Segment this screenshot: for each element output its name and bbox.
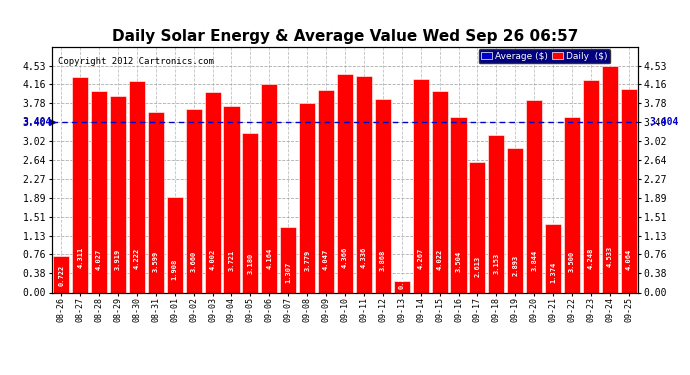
Bar (489, 135, 504, 292)
Text: 3.844: 3.844 (531, 249, 538, 271)
Bar (545, 224, 561, 292)
Bar (53, 256, 69, 292)
Text: 1.307: 1.307 (285, 262, 291, 284)
Text: 4.164: 4.164 (266, 248, 273, 269)
Text: Copyright 2012 Cartronics.com: Copyright 2012 Cartronics.com (58, 57, 213, 66)
Text: 3.504: 3.504 (455, 251, 462, 273)
Bar (356, 76, 372, 292)
Bar (621, 89, 637, 292)
Bar (337, 74, 353, 292)
Text: 3.500: 3.500 (569, 251, 575, 273)
Text: 3.404: 3.404 (22, 117, 52, 127)
Bar (526, 100, 542, 292)
Bar (91, 91, 107, 292)
Text: 4.311: 4.311 (77, 247, 83, 268)
Bar (318, 90, 334, 292)
Text: 3.721: 3.721 (228, 250, 235, 272)
Bar (469, 162, 486, 292)
Text: 4.047: 4.047 (323, 249, 329, 270)
Text: 4.248: 4.248 (588, 248, 594, 269)
Text: 1.374: 1.374 (550, 262, 556, 283)
Bar (451, 117, 466, 292)
Text: 3.153: 3.153 (493, 253, 500, 274)
Bar (186, 110, 201, 292)
Bar (242, 134, 259, 292)
Text: 4.027: 4.027 (96, 249, 102, 270)
Bar (110, 96, 126, 292)
Bar (583, 80, 599, 292)
Title: Daily Solar Energy & Average Value Wed Sep 26 06:57: Daily Solar Energy & Average Value Wed S… (112, 29, 578, 44)
Bar (204, 92, 221, 292)
Text: 3.180: 3.180 (248, 253, 253, 274)
Text: 1.908: 1.908 (172, 259, 178, 280)
Bar (72, 77, 88, 292)
Bar (280, 227, 296, 292)
Bar (224, 106, 239, 292)
Text: 3.660: 3.660 (190, 251, 197, 272)
Text: 4.222: 4.222 (134, 248, 140, 269)
Bar (167, 197, 183, 292)
Bar (129, 81, 145, 292)
Legend: Average ($), Daily  ($): Average ($), Daily ($) (479, 49, 610, 63)
Bar (507, 148, 523, 292)
Text: 3.779: 3.779 (304, 250, 310, 271)
Text: 0.722: 0.722 (58, 265, 64, 286)
Bar (564, 117, 580, 292)
Bar (602, 66, 618, 292)
Text: 2.613: 2.613 (475, 256, 480, 277)
Bar (148, 112, 164, 292)
Text: 2.893: 2.893 (512, 254, 518, 276)
Text: 4.336: 4.336 (361, 247, 367, 268)
Text: 3.868: 3.868 (380, 249, 386, 271)
Bar (431, 91, 448, 292)
Text: 3.919: 3.919 (115, 249, 121, 270)
Text: 4.022: 4.022 (437, 249, 442, 270)
Text: 3.404: 3.404 (649, 117, 679, 127)
Text: 4.267: 4.267 (417, 248, 424, 268)
Text: 3.599: 3.599 (152, 251, 159, 272)
Text: 4.366: 4.366 (342, 247, 348, 268)
Text: 4.002: 4.002 (210, 249, 215, 270)
Bar (262, 84, 277, 292)
Text: 4.064: 4.064 (626, 248, 632, 270)
Bar (299, 104, 315, 292)
Text: 4.533: 4.533 (607, 246, 613, 267)
Text: 0.227: 0.227 (399, 268, 405, 289)
Bar (413, 79, 428, 292)
Bar (375, 99, 391, 292)
Bar (394, 281, 410, 292)
